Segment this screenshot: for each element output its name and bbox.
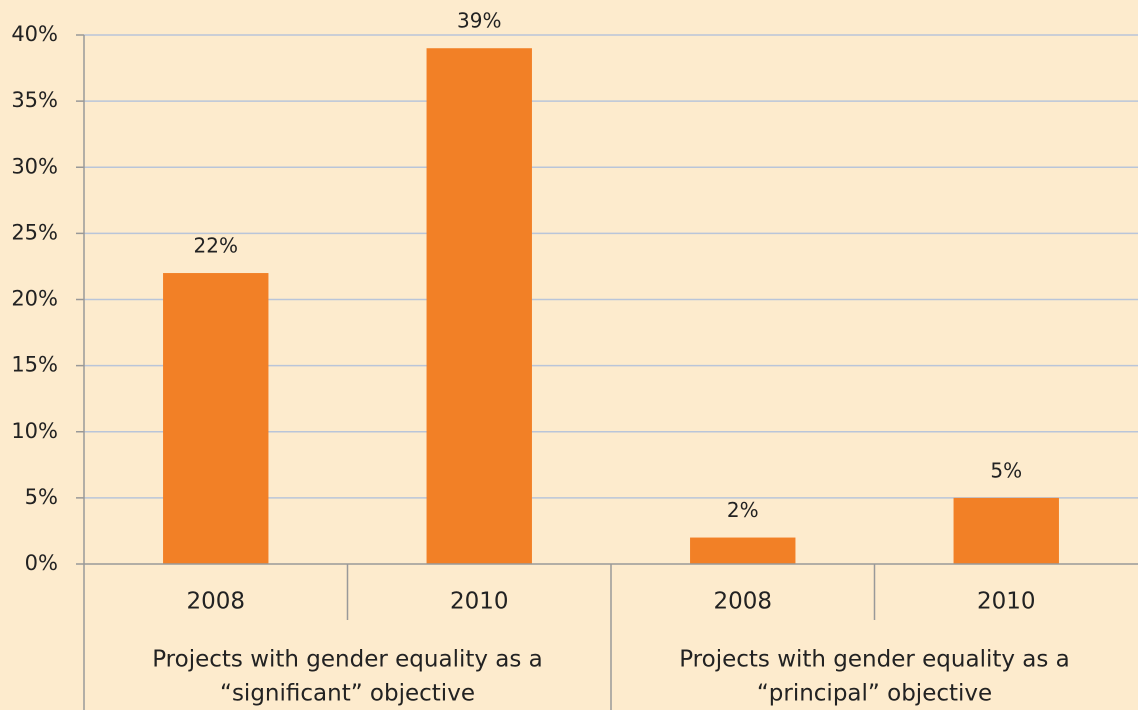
x-tick-label: 2010 [450,589,509,615]
y-tick-label: 40% [11,22,58,46]
value-label: 22% [194,234,238,258]
value-label: 5% [990,458,1022,482]
y-tick-label: 5% [25,485,58,509]
x-tick-label: 2010 [977,589,1036,615]
group-label: Projects with gender equality as a [152,647,543,673]
bar [426,48,532,565]
group-label: “principal” objective [757,681,992,707]
bar [690,537,796,564]
y-tick-label: 30% [11,154,58,178]
group-label: Projects with gender equality as a [679,647,1070,673]
bar [953,497,1059,564]
y-tick-label: 10% [11,419,58,443]
y-tick-label: 15% [11,353,58,377]
bar [163,273,269,564]
x-tick-label: 2008 [713,589,772,615]
value-label: 39% [457,9,501,33]
y-tick-label: 25% [11,220,58,244]
y-tick-label: 0% [25,551,58,575]
x-tick-label: 2008 [186,589,245,615]
y-tick-label: 20% [11,287,58,311]
value-label: 2% [727,498,759,522]
y-tick-label: 35% [11,88,58,112]
group-label: “significant” objective [220,681,475,707]
